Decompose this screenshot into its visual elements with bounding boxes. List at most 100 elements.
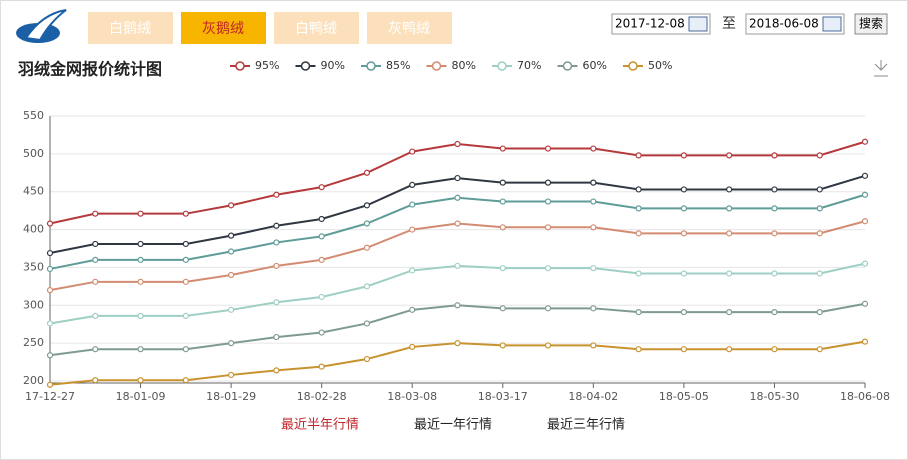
data-point [680,309,687,316]
legend-label[interactable]: 60% [583,59,607,72]
data-point [726,346,733,353]
tab-label[interactable]: 灰鹅绒 [202,20,244,37]
data-point [454,140,461,148]
legend-label[interactable]: 90% [321,59,345,72]
data-point [544,305,552,312]
range-link[interactable]: 最近一年行情 [414,418,492,433]
legend-label[interactable]: 85% [386,59,410,72]
calendar-icon[interactable] [822,16,842,32]
search-button-label[interactable]: 搜索 [859,16,883,31]
range-link[interactable]: 最近三年行情 [547,418,625,433]
data-point [409,267,416,274]
range-link[interactable]: 最近半年行情 [281,418,359,433]
data-point [363,220,371,227]
data-point [861,338,869,345]
data-point [590,224,597,231]
data-point [46,265,54,273]
data-point [363,244,371,251]
legend-label[interactable]: 50% [648,59,672,72]
data-point [635,270,642,277]
data-point [726,205,733,212]
legend-marker [562,61,573,71]
data-point [499,198,506,205]
tab-label[interactable]: 白鸭绒 [295,21,337,37]
calendar-icon[interactable] [688,16,708,32]
data-point [228,271,235,279]
tab[interactable] [181,12,266,44]
data-point [590,145,597,152]
legend-marker [366,61,376,71]
data-point [635,205,642,212]
data-point [92,240,99,248]
y-tick-label: 400 [23,223,44,236]
data-point [273,333,280,341]
data-point [92,377,99,384]
data-point [544,179,552,186]
y-tick-label: 450 [23,185,44,198]
data-point [363,320,371,327]
data-point [454,194,461,201]
data-point [273,299,280,306]
data-point [680,230,687,237]
tab-label[interactable]: 白鹅绒 [109,20,151,37]
date-input[interactable] [611,13,711,35]
data-point [46,220,54,227]
data-point [726,230,733,237]
data-point [273,222,280,229]
data-point [46,320,54,327]
data-point [771,186,778,193]
data-point [409,201,416,208]
legend-marker [235,61,245,71]
data-point [680,346,687,353]
tab-label[interactable]: 灰鸭绒 [388,21,430,37]
y-tick-label: 250 [23,336,44,349]
data-point [544,265,552,272]
data-point [635,186,642,193]
tab[interactable] [274,12,359,44]
data-point [454,262,461,270]
x-tick-label: 18-04-02 [568,390,618,403]
data-point [318,293,325,301]
x-tick-label: 18-06-08 [840,390,890,403]
x-tick-label: 18-01-09 [116,390,166,403]
data-point [273,367,280,374]
data-point [499,305,506,312]
data-point [771,270,778,277]
legend-label[interactable]: 95% [255,59,279,72]
data-point [499,265,506,272]
data-point [228,202,235,209]
date-input[interactable] [745,13,845,35]
date-text[interactable]: 2018-06-08 [749,17,819,31]
legend-label[interactable]: 70% [517,59,541,72]
data-point [680,270,687,277]
data-point [635,152,642,159]
data-point [771,152,778,159]
data-point [544,224,552,231]
legend-label[interactable]: 80% [452,59,476,72]
data-point [816,152,823,159]
data-point [861,191,869,198]
data-point [590,198,597,205]
data-point [137,240,144,248]
data-point [46,249,54,257]
x-tick-label: 18-03-08 [387,390,437,403]
search-button[interactable] [854,13,888,35]
data-point [454,302,461,309]
data-point [726,186,733,193]
data-point [363,283,371,290]
data-point [816,346,823,353]
tab[interactable] [88,12,173,44]
data-point [726,152,733,159]
data-point [228,371,235,379]
date-text[interactable]: 2017-12-08 [615,17,685,31]
download-icon[interactable] [874,60,888,77]
data-point [273,262,280,270]
data-point [680,186,687,193]
tab[interactable] [367,12,452,44]
data-point [680,205,687,212]
data-point [861,218,869,225]
data-point [409,181,416,188]
data-point [861,172,869,179]
data-point [228,232,235,239]
legend-marker [431,61,442,71]
